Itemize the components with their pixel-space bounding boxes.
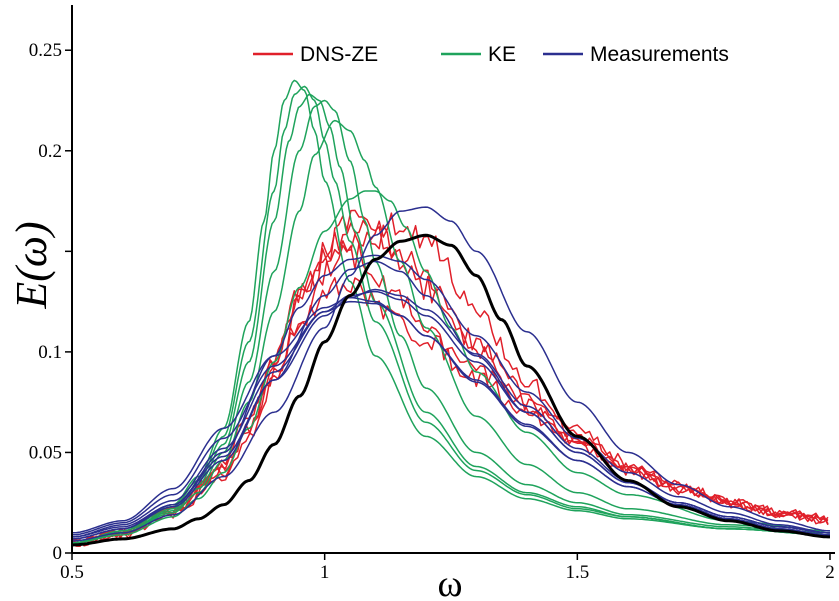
x-tick-label: 2: [825, 562, 835, 583]
y-axis-label: E(ω): [7, 221, 56, 309]
y-tick-label: 0.1: [38, 342, 62, 363]
series-line-measurements-12: [72, 300, 830, 536]
y-tick-label: 0.2: [38, 141, 62, 162]
series-line-measurements-17: [72, 206, 830, 542]
x-tick-label: 1: [320, 562, 330, 583]
legend-label: DNS-ZE: [300, 43, 378, 66]
series-line-ke-9: [72, 119, 830, 544]
plot-area: [72, 79, 830, 548]
series-line-reference-18: [72, 233, 830, 547]
ticks: 0.5 1 1.5 2 0 0.05 0.1 0.2 0.25: [29, 40, 835, 583]
series-line-measurements-16: [72, 254, 830, 540]
x-axis-label: ω: [437, 563, 462, 601]
y-tick-label: 0.25: [29, 40, 62, 61]
legend-label: Measurements: [590, 43, 729, 66]
legend-label: KE: [488, 43, 516, 66]
x-tick-label: 1.5: [565, 562, 589, 583]
x-tick-label: 0.5: [60, 562, 84, 583]
y-tick-label: 0: [53, 543, 63, 564]
series-line-ke-10: [72, 190, 830, 544]
series-line-dns-ze-3: [72, 277, 829, 547]
series-line-ke-8: [72, 99, 830, 544]
series-line-ke-6: [72, 85, 830, 544]
series-line-ke-7: [72, 93, 830, 544]
series-line-measurements-15: [72, 260, 830, 540]
y-tick-label: 0.05: [29, 442, 62, 463]
legend: DNS-ZE KE Measurements: [253, 43, 729, 66]
axes: [71, 5, 835, 554]
series-line-ke-5: [72, 79, 830, 544]
